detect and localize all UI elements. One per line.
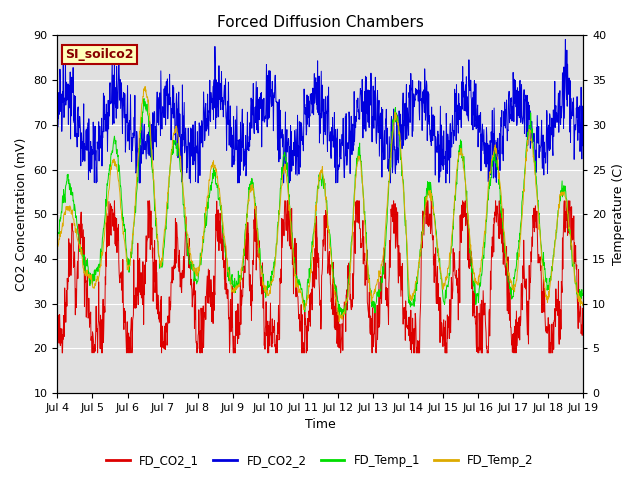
Y-axis label: Temperature (C): Temperature (C)	[612, 163, 625, 265]
Title: Forced Diffusion Chambers: Forced Diffusion Chambers	[217, 15, 424, 30]
Text: SI_soilco2: SI_soilco2	[65, 48, 134, 61]
X-axis label: Time: Time	[305, 419, 336, 432]
Y-axis label: CO2 Concentration (mV): CO2 Concentration (mV)	[15, 138, 28, 291]
Legend: FD_CO2_1, FD_CO2_2, FD_Temp_1, FD_Temp_2: FD_CO2_1, FD_CO2_2, FD_Temp_1, FD_Temp_2	[101, 449, 539, 472]
